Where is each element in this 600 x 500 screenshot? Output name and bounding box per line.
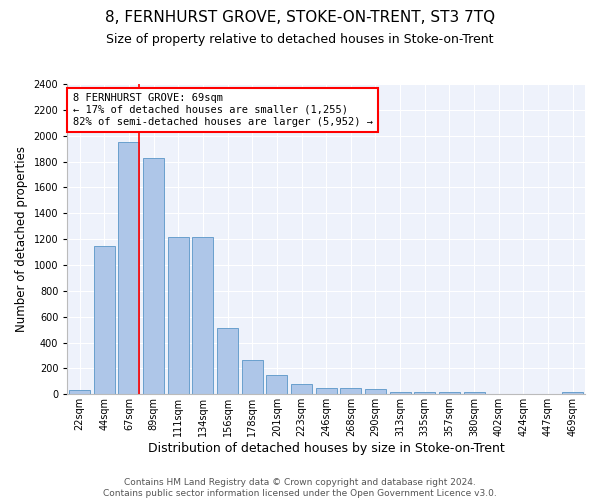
Y-axis label: Number of detached properties: Number of detached properties: [15, 146, 28, 332]
Bar: [94, 246, 115, 394]
Bar: [118, 142, 139, 395]
Bar: [464, 392, 485, 394]
Text: Contains HM Land Registry data © Crown copyright and database right 2024.
Contai: Contains HM Land Registry data © Crown c…: [103, 478, 497, 498]
Bar: [389, 392, 410, 394]
Bar: [69, 390, 90, 394]
Text: 8, FERNHURST GROVE, STOKE-ON-TRENT, ST3 7TQ: 8, FERNHURST GROVE, STOKE-ON-TRENT, ST3 …: [105, 10, 495, 25]
Bar: [193, 236, 214, 394]
Bar: [340, 388, 361, 394]
Text: 8 FERNHURST GROVE: 69sqm
← 17% of detached houses are smaller (1,255)
82% of sem: 8 FERNHURST GROVE: 69sqm ← 17% of detach…: [73, 94, 373, 126]
Bar: [242, 360, 263, 394]
Bar: [414, 392, 435, 394]
Bar: [143, 158, 164, 394]
Bar: [439, 392, 460, 394]
Bar: [291, 384, 312, 394]
Bar: [365, 389, 386, 394]
Bar: [266, 375, 287, 394]
X-axis label: Distribution of detached houses by size in Stoke-on-Trent: Distribution of detached houses by size …: [148, 442, 505, 455]
Text: Size of property relative to detached houses in Stoke-on-Trent: Size of property relative to detached ho…: [106, 32, 494, 46]
Bar: [316, 388, 337, 394]
Bar: [168, 236, 189, 394]
Bar: [217, 328, 238, 394]
Bar: [562, 392, 583, 394]
